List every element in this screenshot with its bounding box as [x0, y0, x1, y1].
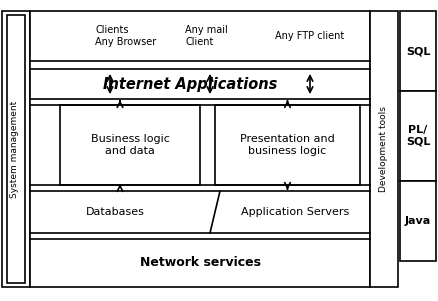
- Text: Development tools: Development tools: [379, 106, 389, 192]
- Text: SQL: SQL: [406, 46, 430, 56]
- Text: Clients
Any Browser: Clients Any Browser: [95, 25, 156, 47]
- Text: Any FTP client: Any FTP client: [275, 31, 344, 41]
- Bar: [30, 11, 370, 287]
- Text: Presentation and
business logic: Presentation and business logic: [240, 134, 335, 156]
- Bar: [7, 15, 25, 283]
- Bar: [400, 11, 436, 91]
- Bar: [400, 91, 436, 181]
- Text: System management: System management: [11, 100, 20, 198]
- Bar: [2, 11, 30, 287]
- Bar: [400, 181, 436, 261]
- Text: Business logic
and data: Business logic and data: [91, 134, 170, 156]
- Bar: [60, 105, 200, 185]
- Text: Internet Applications: Internet Applications: [103, 76, 277, 92]
- Bar: [215, 105, 360, 185]
- Text: Network services: Network services: [139, 256, 261, 269]
- Text: PL/
SQL: PL/ SQL: [406, 125, 430, 147]
- Text: Application Servers: Application Servers: [241, 207, 349, 217]
- Text: Databases: Databases: [85, 207, 145, 217]
- Text: Java: Java: [405, 216, 431, 226]
- Bar: [370, 11, 398, 287]
- Text: Any mail
Client: Any mail Client: [185, 25, 228, 47]
